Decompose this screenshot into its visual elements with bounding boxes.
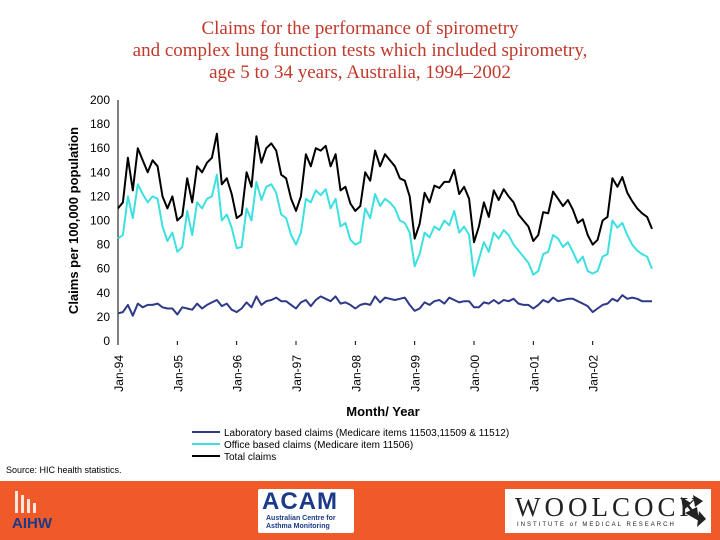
y-axis-label: Claims per 100,000 population xyxy=(66,127,81,314)
y-tick-label: 60 xyxy=(97,262,111,276)
aihw-logo-icon xyxy=(15,491,36,513)
x-tick-label: Jan-97 xyxy=(290,355,304,392)
y-tick-label: 180 xyxy=(90,117,110,131)
title-line-1: Claims for the performance of spirometry xyxy=(201,18,519,39)
y-tick-label: 120 xyxy=(90,189,110,203)
series-layer xyxy=(117,132,653,317)
x-tick-label: Jan-99 xyxy=(409,355,423,392)
x-tick-label: Jan-94 xyxy=(112,355,126,392)
series-line-1 xyxy=(117,294,652,317)
y-tick-label: 40 xyxy=(97,286,111,300)
acam-logo-subtitle: Australian Centre for Asthma Monitoring xyxy=(266,515,336,530)
x-tick-label: Jan-02 xyxy=(587,355,601,392)
woolcock-logo-subtitle: INSTITUTE of MEDICAL RESEARCH xyxy=(517,522,676,528)
chart-title: Claims for the performance of spirometry… xyxy=(0,18,720,84)
y-tick-label: 200 xyxy=(90,93,110,107)
title-line-3: age 5 to 34 years, Australia, 1994–2002 xyxy=(209,62,511,83)
y-tick-label: 140 xyxy=(90,165,110,179)
legend-label-2: Office based claims (Medicare item 11506… xyxy=(224,440,413,451)
footer-bar: AIHW ACAM Australian Centre for Asthma M… xyxy=(0,481,720,540)
woolcock-logo-text: WOOLCOCK xyxy=(515,492,703,522)
chart-axes: 0 20 40 60 80 100 120 140 160 180 200 Claims per 10… xyxy=(66,93,601,419)
x-tick-label: Jan-01 xyxy=(527,355,541,392)
title-line-2: and complex lung function tests which in… xyxy=(132,40,588,61)
line-chart: 0 20 40 60 80 100 120 140 160 180 200 Claims per 10… xyxy=(66,93,653,463)
x-tick-label: Jan-95 xyxy=(171,355,185,392)
series-line-2 xyxy=(117,173,653,277)
y-tick-label: 80 xyxy=(97,238,111,252)
x-tick-label: Jan-96 xyxy=(231,355,245,392)
x-axis-label: Month/ Year xyxy=(346,404,419,419)
legend-label-3: Total claims xyxy=(224,452,276,463)
woolcock-mark-icon xyxy=(681,495,706,527)
acam-logo-text: ACAM xyxy=(262,488,338,515)
y-tick-label: 100 xyxy=(90,214,110,228)
source-note: Source: HIC health statistics. xyxy=(6,465,122,475)
woolcock-logo: WOOLCOCK INSTITUTE of MEDICAL RESEARCH xyxy=(505,489,711,533)
series-line-3 xyxy=(117,132,653,246)
chart-legend: Laboratory based claims (Medicare items … xyxy=(192,428,509,463)
y-tick-label: 20 xyxy=(97,310,111,324)
y-tick-label: 0 xyxy=(103,334,110,348)
x-tick-label: Jan-00 xyxy=(468,355,482,392)
aihw-logo-text: AIHW xyxy=(12,515,52,532)
legend-label-1: Laboratory based claims (Medicare items … xyxy=(224,428,509,439)
acam-logo: ACAM Australian Centre for Asthma Monito… xyxy=(258,489,354,533)
x-tick-label: Jan-98 xyxy=(349,355,363,392)
y-tick-label: 160 xyxy=(90,141,110,155)
